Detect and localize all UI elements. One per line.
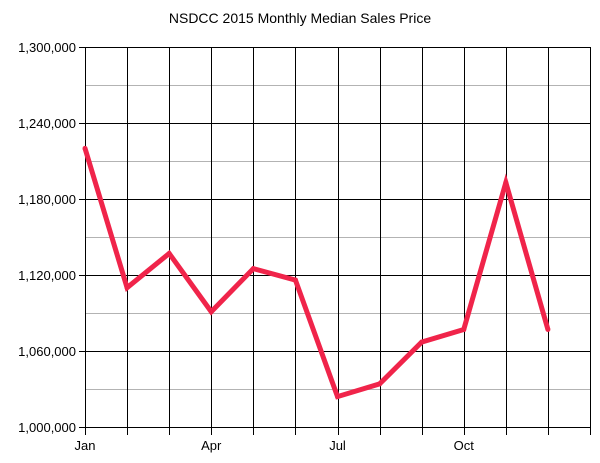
data-point [545,326,551,332]
series-line [82,147,551,400]
data-point [335,394,340,400]
y-tick-label: 1,300,000 [18,40,76,55]
data-point [503,180,509,186]
series-layer [82,147,551,400]
data-point [419,339,425,345]
y-tick-label: 1,180,000 [18,192,76,207]
x-tick-label: Apr [201,438,222,453]
y-tick-label: 1,000,000 [18,420,76,435]
data-point [208,309,214,315]
y-tick-label: 1,240,000 [18,116,76,131]
y-tick-label: 1,060,000 [18,344,76,359]
x-tick-label: Oct [454,438,475,453]
y-tick-label: 1,120,000 [18,268,76,283]
data-point [292,277,298,283]
y-axis-tick-labels: 1,000,000 1,060,000 1,120,000 1,180,000 1,24… [18,40,76,435]
x-tick-label: Jul [329,438,346,453]
x-axis-tick-labels: Jan Apr Jul Oct [75,438,475,453]
data-point [461,326,467,332]
data-point [166,250,172,256]
data-point [250,266,256,272]
data-point [82,145,88,151]
grid-lines [79,47,591,435]
data-point [124,285,130,291]
plot-frame [85,47,591,428]
x-tick-label: Jan [75,438,96,453]
data-points [82,145,551,400]
data-point [377,381,383,387]
chart-title: NSDCC 2015 Monthly Median Sales Price [169,10,431,26]
